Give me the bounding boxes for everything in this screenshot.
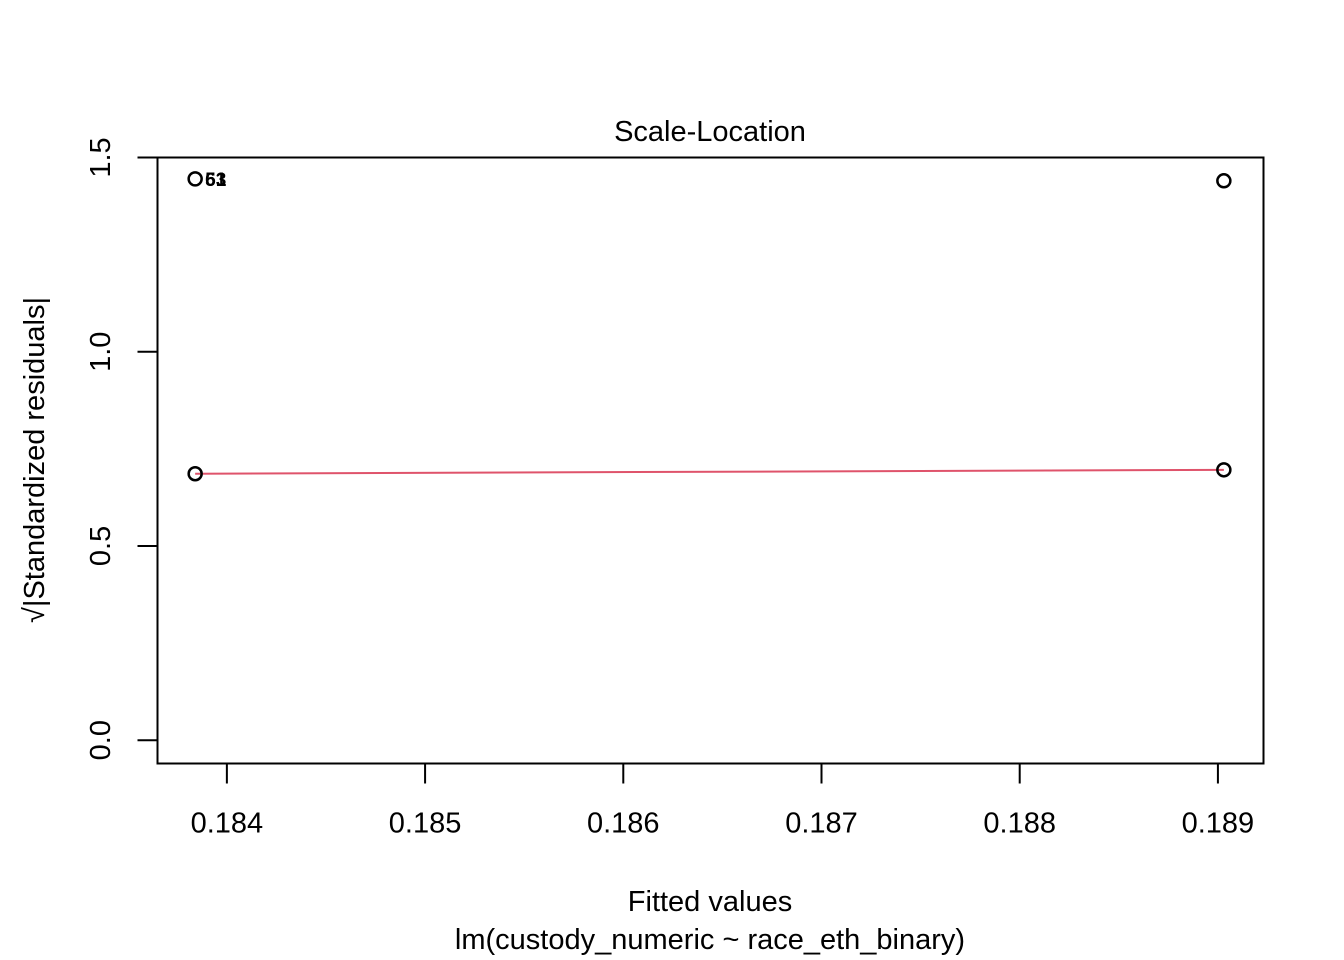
x-axis: 0.184 0.185 0.186 0.187 0.188 0.189 (191, 762, 1255, 840)
y-axis: 0.0 0.5 1.0 1.5 (85, 137, 159, 760)
x-tick-label: 0.184 (191, 808, 264, 840)
data-point (1216, 173, 1232, 189)
data-point (1216, 462, 1232, 478)
x-tick-label: 0.189 (1182, 808, 1255, 840)
y-tick-label: 1.5 (85, 137, 117, 177)
y-tick-label: 1.0 (85, 332, 117, 372)
data-point (187, 171, 203, 187)
smoother-line (195, 468, 1224, 475)
points-layer (187, 171, 1232, 482)
x-tick-label: 0.187 (785, 808, 858, 840)
plot-frame (156, 156, 1265, 765)
point-label: 53 (205, 170, 226, 191)
x-axis-title: Fitted values (628, 886, 792, 918)
y-tick-label: 0.5 (85, 526, 117, 566)
y-tick-label: 0.0 (85, 720, 117, 760)
y-axis-title: √|Standardized residuals| (19, 297, 51, 623)
chart-title: Scale-Location (614, 116, 806, 148)
data-point (187, 465, 203, 482)
x-axis-subtitle: lm(custody_numeric ~ race_eth_binary) (455, 924, 965, 956)
x-tick-label: 0.185 (389, 808, 462, 840)
point-label: 61 (205, 170, 227, 191)
x-tick-label: 0.188 (983, 808, 1056, 840)
x-tick-label: 0.186 (587, 808, 660, 840)
smoother-layer (195, 468, 1224, 475)
